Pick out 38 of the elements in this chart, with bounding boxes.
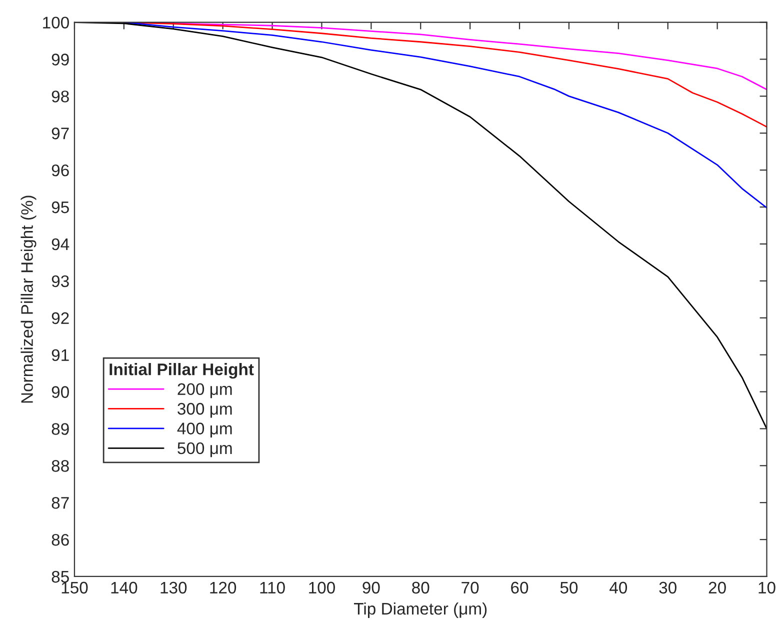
legend-label: 400 μm (177, 422, 232, 438)
x-tick-label: 90 (362, 582, 380, 594)
y-tick-label: 98 (52, 90, 69, 102)
x-tick-label: 110 (260, 582, 285, 594)
y-tick-label: 96 (52, 164, 69, 176)
y-tick-label: 97 (52, 128, 69, 140)
legend-label: 200 μm (178, 383, 232, 398)
x-tick-label: 70 (462, 582, 479, 594)
legend-label: 300 μm (178, 402, 232, 418)
y-tick-label: 88 (52, 460, 69, 472)
legend-title: Initial Pillar Height (110, 363, 254, 379)
x-tick-label: 10 (758, 582, 776, 594)
x-tick-label: 80 (412, 582, 430, 594)
x-tick-label: 150 (62, 582, 88, 594)
legend-label: 500 μm (178, 442, 232, 458)
y-tick-label: 86 (52, 534, 69, 546)
y-tick-label: 92 (52, 312, 69, 324)
y-tick-label: 90 (52, 386, 69, 398)
x-tick-label: 20 (708, 582, 726, 594)
y-tick-label: 89 (52, 423, 69, 435)
y-tick-label: 91 (52, 349, 69, 362)
x-tick-label: 140 (111, 582, 138, 594)
x-tick-label: 130 (160, 582, 187, 594)
x-tick-label: 30 (659, 582, 676, 594)
y-tick-label: 87 (52, 496, 69, 509)
y-tick-label: 85 (52, 570, 69, 583)
x-axis-title: Tip Diameter (μm) (354, 602, 487, 618)
x-tick-label: 40 (610, 582, 628, 594)
x-tick-label: 100 (309, 582, 335, 594)
y-axis-title: Normalized Pillar Height (%) (20, 196, 36, 403)
y-tick-label: 94 (52, 238, 70, 250)
x-tick-label: 120 (210, 582, 236, 594)
y-tick-label: 93 (52, 275, 69, 288)
y-tick-label: 95 (52, 201, 69, 214)
x-tick-label: 50 (560, 582, 578, 594)
y-tick-label: 100 (43, 16, 69, 28)
y-tick-label: 99 (52, 54, 69, 66)
x-tick-label: 60 (511, 582, 528, 594)
